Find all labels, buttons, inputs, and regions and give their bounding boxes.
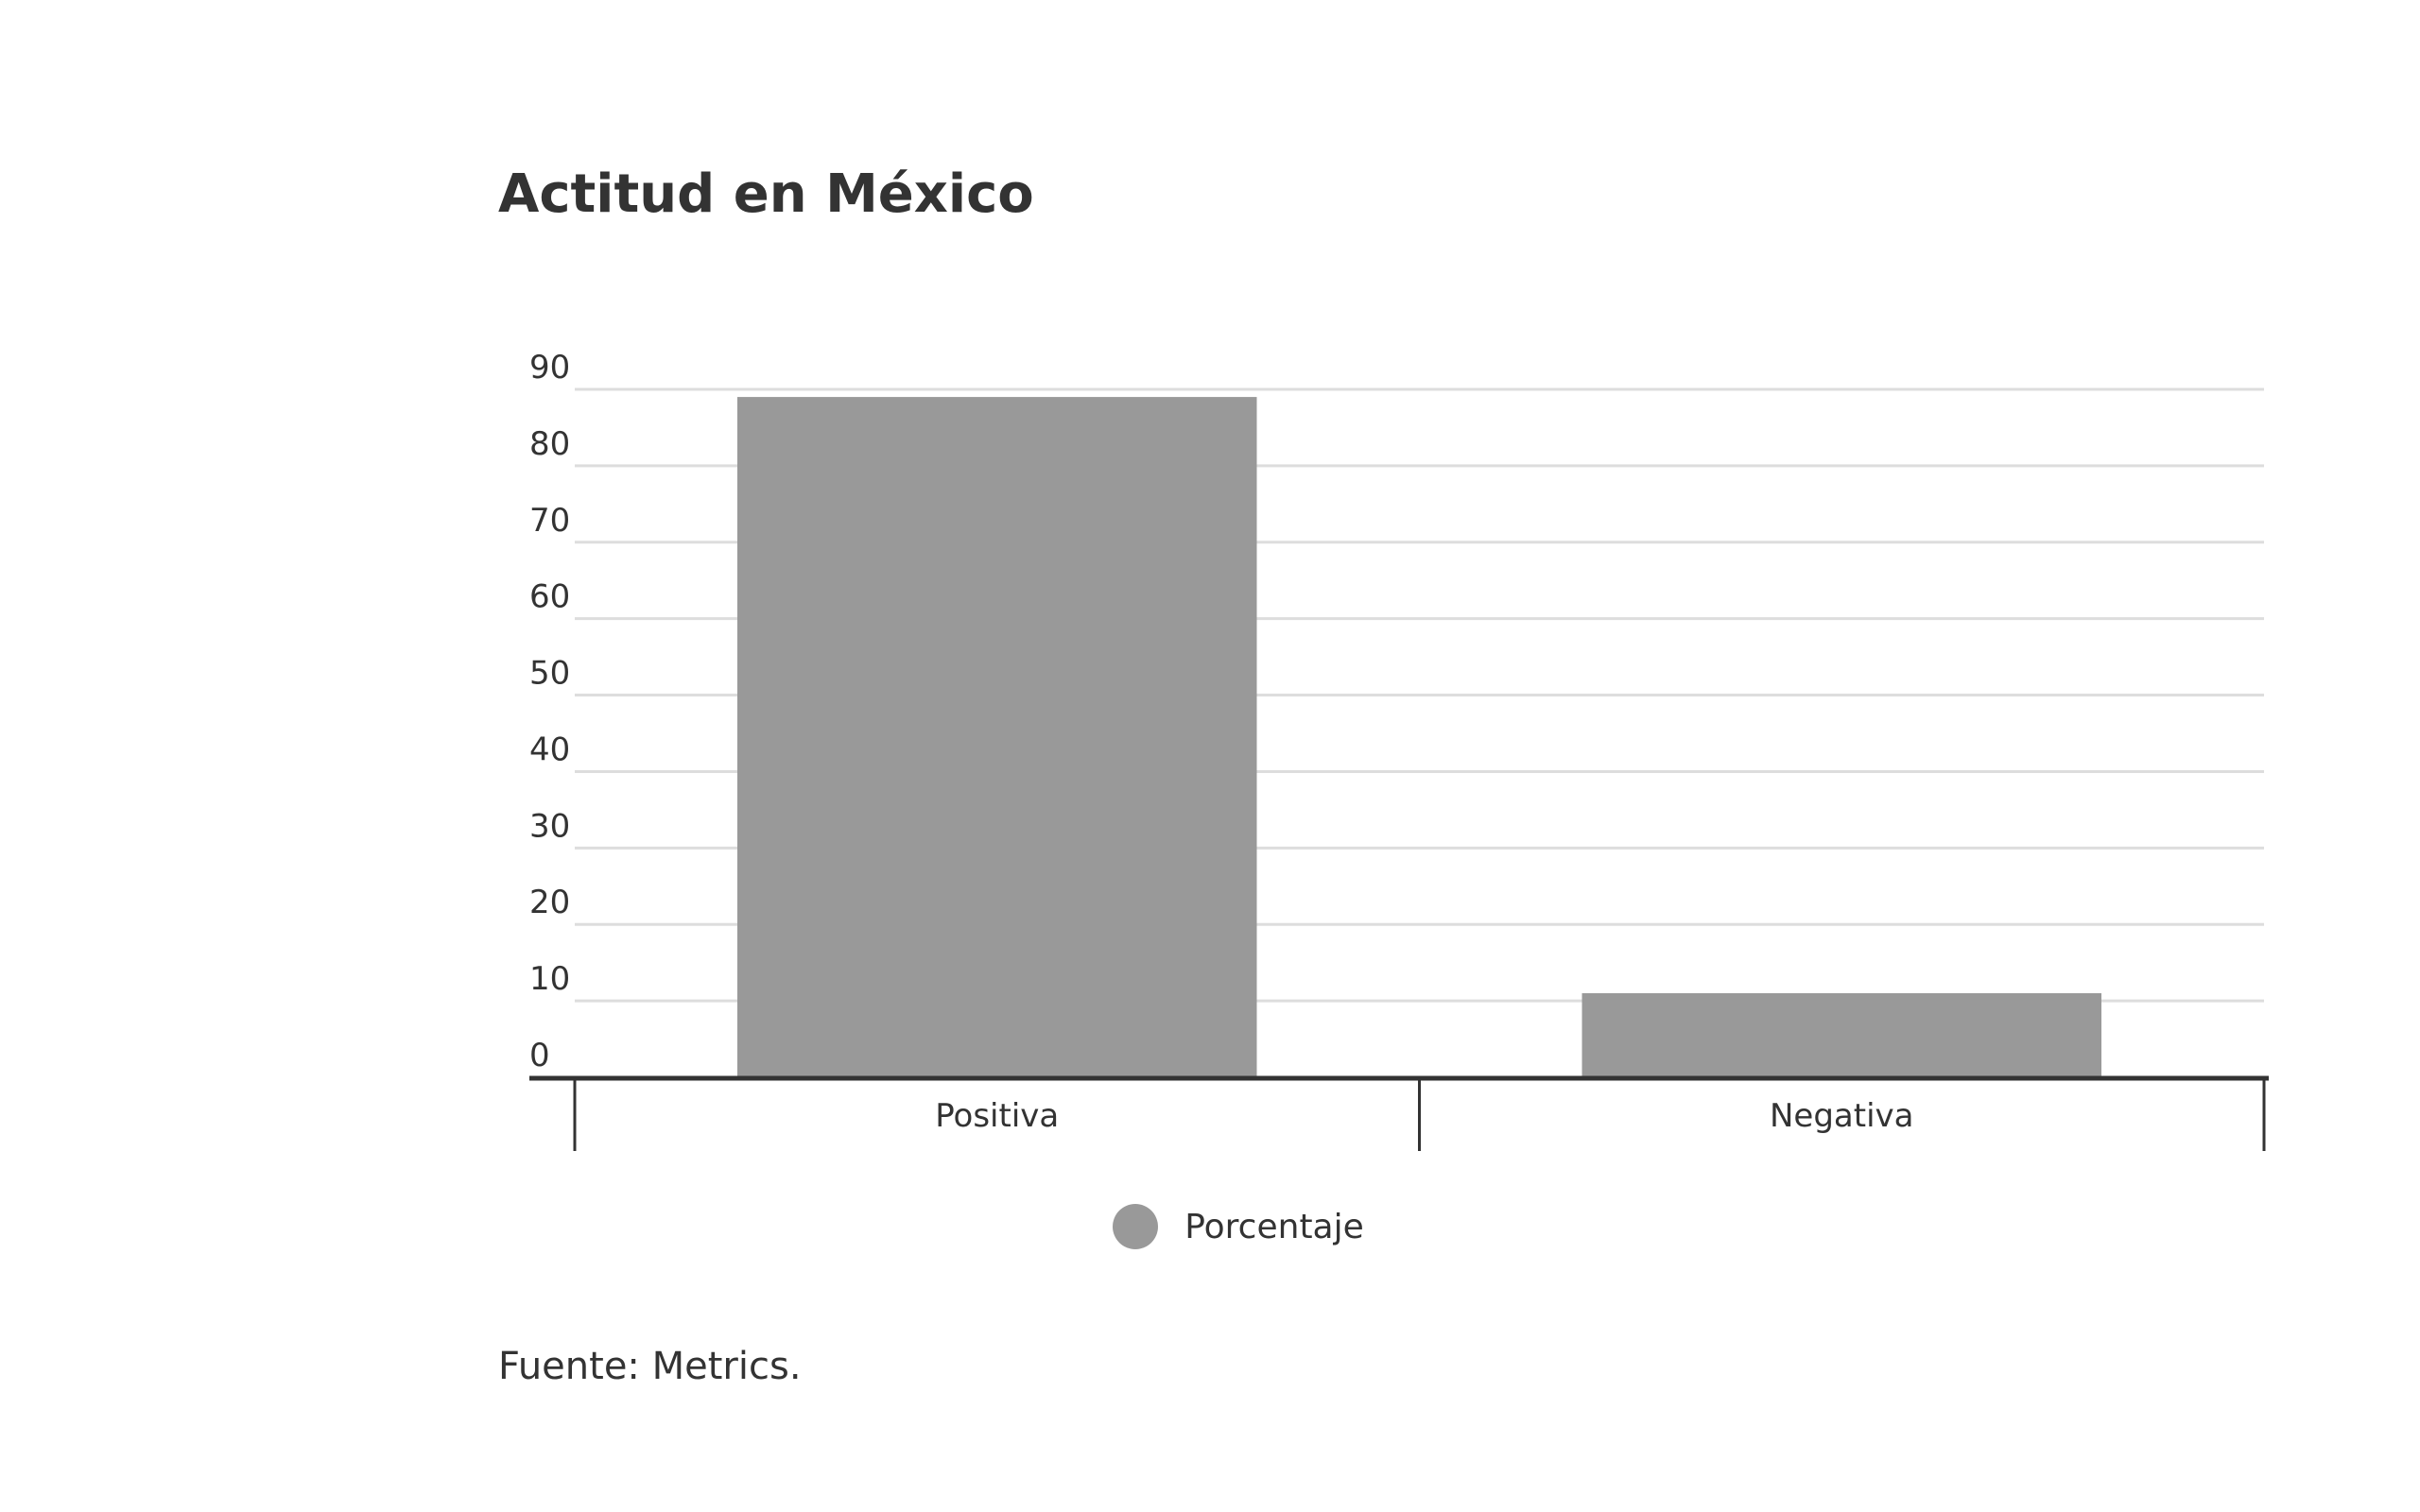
x-category-label: Positiva — [935, 1097, 1059, 1135]
x-axis-labels: Positiva Negativa — [935, 1097, 1913, 1135]
y-tick-label: 0 — [529, 1037, 550, 1074]
source-note: Fuente: Metrics. — [498, 1345, 802, 1388]
legend-swatch-icon — [1113, 1204, 1159, 1249]
y-tick-label: 80 — [529, 425, 570, 463]
y-tick-label: 60 — [529, 578, 570, 616]
chart-title: Actitud en México — [498, 163, 1034, 225]
y-tick-label: 20 — [529, 884, 570, 921]
legend: Porcentaje — [0, 1198, 2420, 1255]
y-tick-label: 40 — [529, 730, 570, 768]
y-axis-ticks: 0 10 20 30 40 50 60 70 80 90 — [529, 349, 570, 1074]
y-tick-label: 50 — [529, 655, 570, 693]
bar-positiva — [736, 397, 1257, 1078]
x-axis — [529, 1075, 2269, 1151]
legend-label: Porcentaje — [1184, 1207, 1364, 1246]
y-tick-label: 30 — [529, 807, 570, 845]
y-tick-label: 70 — [529, 502, 570, 540]
legend-item: Porcentaje — [1056, 1204, 1364, 1249]
bars — [736, 397, 2102, 1078]
y-tick-label: 10 — [529, 960, 570, 998]
x-category-label: Negativa — [1770, 1097, 1914, 1135]
bar-negativa — [1582, 993, 2102, 1077]
y-tick-label: 90 — [529, 349, 570, 387]
